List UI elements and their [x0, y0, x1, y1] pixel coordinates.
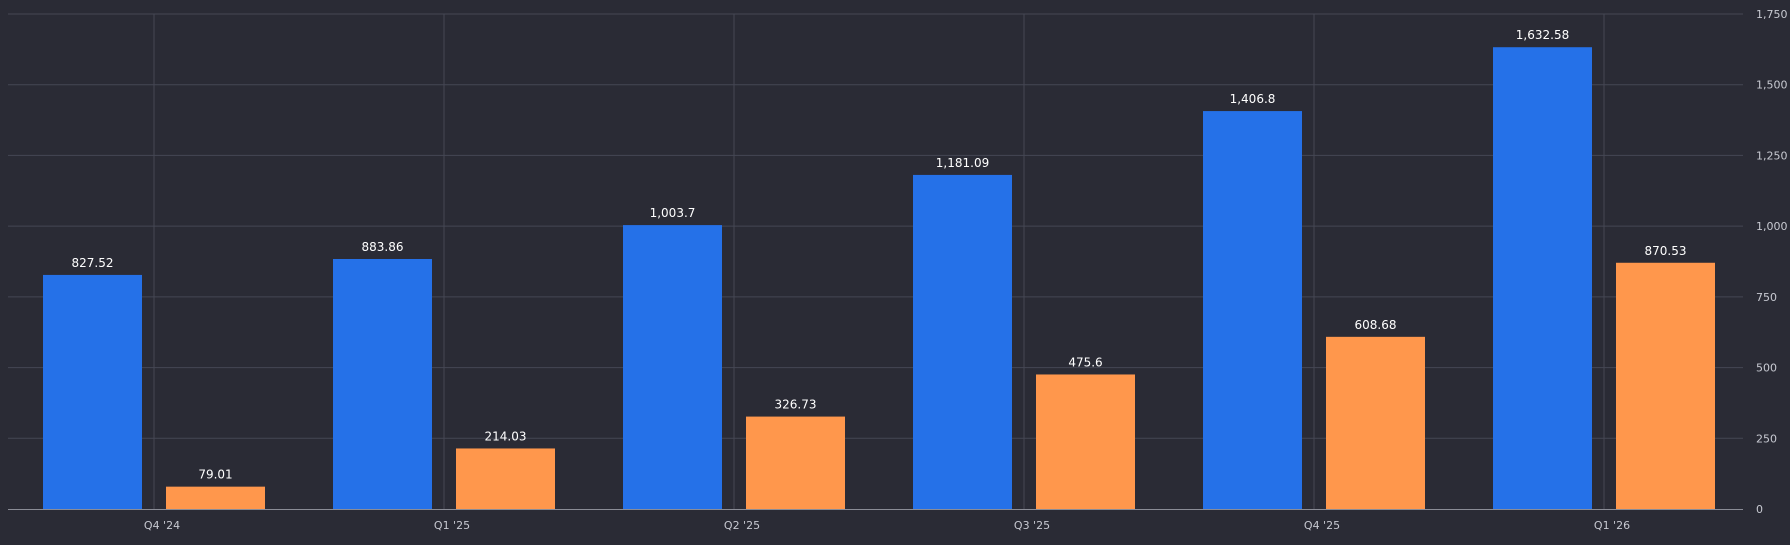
- bars-layer: [43, 47, 1715, 510]
- y-tick-label: 1,500: [1756, 79, 1788, 92]
- axes-layer: 0 250 500 750 1,000 1,250 1,500 1,750 Q4 '24 Q1 '…: [8, 8, 1788, 532]
- x-tick-label: Q1 '26: [1594, 519, 1630, 532]
- x-tick-label: Q2 '25: [724, 519, 760, 532]
- y-tick-label: 500: [1756, 362, 1777, 375]
- y-tick-label: 250: [1756, 432, 1777, 445]
- y-tick-label: 1,750: [1756, 8, 1788, 21]
- bar-series-1[interactable]: [623, 225, 722, 509]
- x-tick-label: Q4 '25: [1304, 519, 1340, 532]
- x-tick-label: Q4 '24: [144, 519, 180, 532]
- bar-data-label: 883.86: [362, 240, 404, 254]
- bar-series-1[interactable]: [1203, 111, 1302, 509]
- bar-data-label: 475.6: [1068, 355, 1102, 369]
- bar-data-label: 608.68: [1355, 318, 1397, 332]
- bar-series-2[interactable]: [1036, 374, 1135, 509]
- bar-data-label: 326.73: [775, 398, 817, 412]
- bar-series-2[interactable]: [456, 448, 555, 509]
- bar-series-1[interactable]: [43, 274, 142, 509]
- bar-data-label: 1,181.09: [936, 156, 989, 170]
- y-tick-label: 0: [1756, 503, 1763, 516]
- bar-series-1[interactable]: [333, 258, 432, 509]
- bar-data-label: 1,406.8: [1230, 92, 1276, 106]
- grid-layer: [8, 13, 1743, 509]
- y-tick-label: 1,250: [1756, 149, 1788, 162]
- bar-data-label: 870.53: [1645, 244, 1687, 258]
- y-tick-label: 750: [1756, 291, 1777, 304]
- data-labels-layer: 827.52 883.86 1,003.7 1,181.09 1,406.8 1,632.…: [72, 28, 1687, 481]
- bar-series-1[interactable]: [1493, 47, 1592, 510]
- bar-series-2[interactable]: [746, 416, 845, 509]
- bar-data-label: 1,003.7: [650, 206, 696, 220]
- bar-series-2[interactable]: [166, 486, 265, 509]
- bar-series-2[interactable]: [1326, 336, 1425, 509]
- bar-series-2[interactable]: [1616, 262, 1715, 509]
- bar-data-label: 827.52: [72, 256, 114, 270]
- y-tick-label: 1,000: [1756, 220, 1788, 233]
- x-tick-label: Q1 '25: [434, 519, 470, 532]
- bar-series-1[interactable]: [913, 174, 1012, 509]
- bar-data-label: 79.01: [198, 468, 232, 482]
- x-tick-label: Q3 '25: [1014, 519, 1050, 532]
- bar-data-label: 214.03: [485, 429, 527, 443]
- bar-data-label: 1,632.58: [1516, 28, 1569, 42]
